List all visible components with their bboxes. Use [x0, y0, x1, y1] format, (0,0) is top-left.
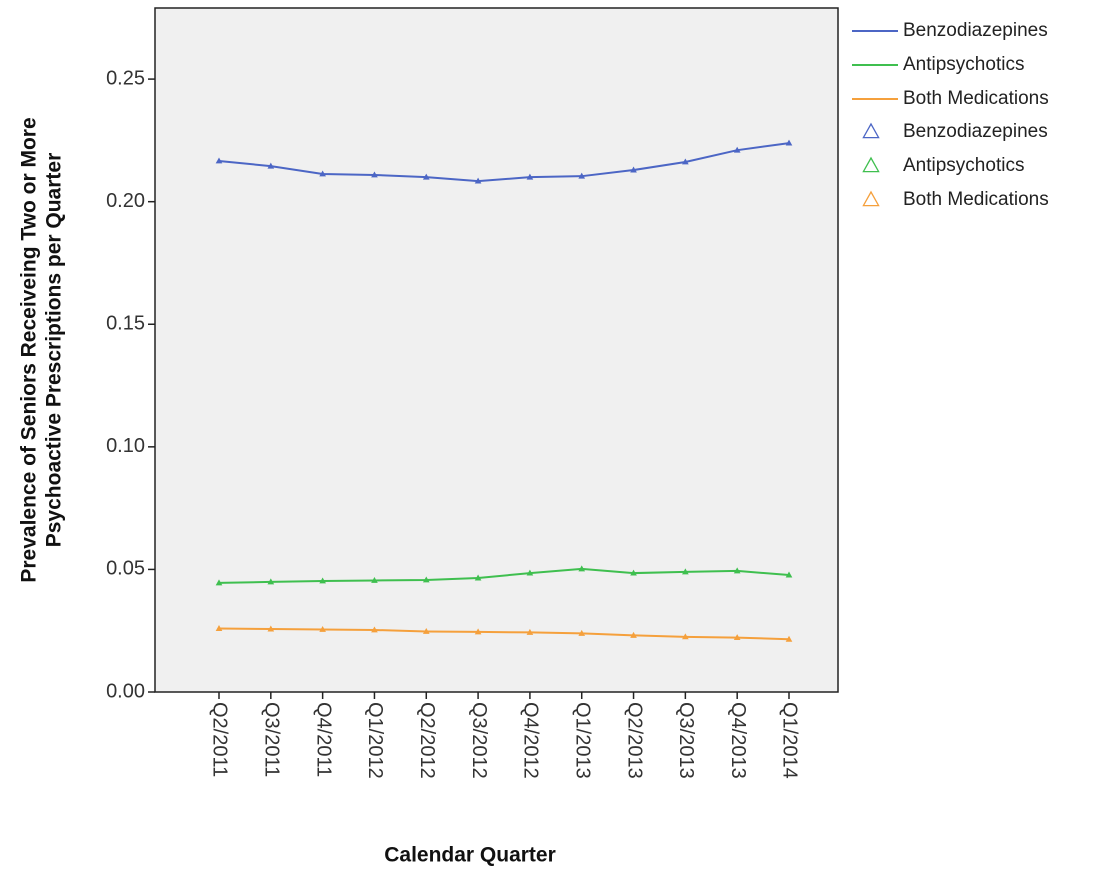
x-axis-title: Calendar Quarter — [384, 844, 556, 867]
x-tick-label: Q4/2013 — [727, 702, 749, 779]
point-marker — [630, 166, 637, 173]
point-marker — [215, 579, 223, 586]
legend-label: Both Medications — [903, 88, 1049, 109]
x-tick-label: Q3/2011 — [261, 702, 283, 777]
legend-label: Both Medications — [903, 189, 1049, 210]
point-marker — [578, 172, 586, 179]
y-tick-label: 0.10 — [106, 435, 145, 457]
legend-label: Antipsychotics — [903, 155, 1024, 176]
series-line — [218, 567, 790, 584]
y-axis-title: Prevalence of Seniors Receiveing Two or … — [18, 117, 41, 582]
point-marker — [319, 170, 326, 177]
point-marker — [682, 633, 689, 640]
x-tick-label: Q2/2012 — [416, 702, 438, 779]
point-marker — [630, 631, 637, 638]
x-tick-label: Q1/2013 — [571, 702, 593, 779]
point-marker — [526, 628, 534, 635]
point-marker — [474, 177, 482, 184]
x-tick-label: Q4/2011 — [312, 702, 334, 777]
point-marker — [267, 625, 275, 632]
plot-area — [154, 7, 839, 693]
legend-label: Benzodiazepines — [903, 20, 1048, 41]
x-tick-label: Q1/2014 — [779, 702, 801, 779]
point-marker — [526, 569, 534, 576]
x-tick-label: Q2/2013 — [623, 702, 645, 779]
point-marker — [267, 162, 275, 169]
x-tick-label: Q4/2012 — [520, 702, 542, 779]
point-marker — [578, 565, 586, 572]
point-marker — [682, 568, 689, 575]
y-tick-label: 0.25 — [106, 67, 145, 89]
legend-label: Antipsychotics — [903, 54, 1024, 75]
point-marker — [526, 173, 534, 180]
point-marker — [733, 146, 741, 153]
point-marker — [785, 139, 793, 146]
point-marker — [319, 577, 326, 584]
point-marker — [422, 576, 430, 583]
series-line — [218, 627, 790, 641]
legend-marker — [862, 190, 880, 207]
point-marker — [733, 634, 741, 641]
point-marker — [474, 574, 482, 581]
legend-marker — [862, 156, 880, 173]
legend-marker — [862, 122, 880, 139]
x-tick-label: Q3/2012 — [468, 702, 490, 779]
point-marker — [319, 625, 326, 632]
x-tick-label: Q2/2011 — [209, 702, 231, 777]
point-marker — [474, 628, 482, 635]
x-tick-label: Q3/2013 — [675, 702, 697, 779]
point-marker — [578, 629, 586, 636]
y-tick-label: 0.05 — [106, 558, 145, 580]
point-marker — [733, 567, 741, 574]
point-marker — [371, 576, 378, 583]
series-line — [218, 142, 790, 183]
point-marker — [371, 626, 378, 633]
x-tick-label: Q1/2012 — [364, 702, 386, 779]
point-marker — [785, 571, 793, 578]
y-axis-title: Psychoactive Prescriptions per Quarter — [43, 153, 66, 548]
point-marker — [215, 625, 223, 631]
point-marker — [630, 569, 637, 576]
point-marker — [371, 171, 378, 178]
legend-label: Benzodiazepines — [903, 121, 1048, 142]
y-tick-label: 0.20 — [106, 190, 145, 212]
point-marker — [785, 635, 793, 642]
point-marker — [267, 578, 275, 585]
point-marker — [422, 627, 430, 634]
point-marker — [215, 157, 223, 164]
y-tick-label: 0.15 — [106, 313, 145, 335]
y-tick-label: 0.00 — [106, 680, 145, 702]
point-marker — [422, 173, 430, 180]
point-marker — [682, 158, 689, 165]
